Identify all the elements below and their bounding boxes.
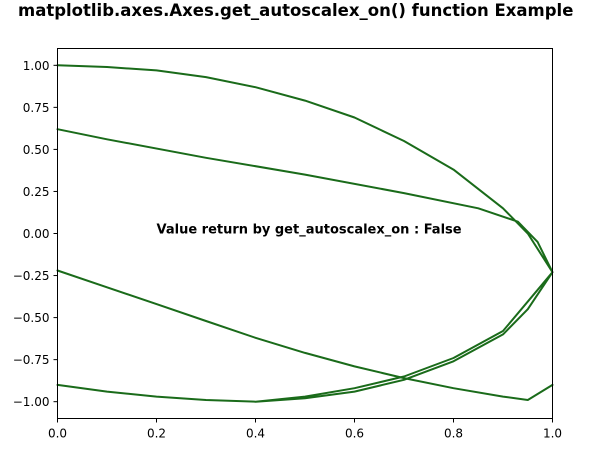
y-tick-label: −0.25 bbox=[13, 269, 50, 283]
y-tick-label: 0.75 bbox=[23, 101, 50, 115]
x-tick-label: 0.6 bbox=[345, 427, 364, 441]
x-axis-ticks: 0.0 0.2 0.4 0.6 0.8 1.0 bbox=[48, 418, 562, 441]
chart-title: matplotlib.axes.Axes.get_autoscalex_on()… bbox=[18, 1, 574, 20]
x-tick-label: 1.0 bbox=[543, 427, 562, 441]
plot-frame bbox=[57, 48, 553, 419]
x-tick-label: 0.2 bbox=[147, 427, 166, 441]
y-tick-label: −0.50 bbox=[13, 311, 50, 325]
x-tick-label: 0.8 bbox=[444, 427, 463, 441]
annotation-layer: Value return by get_autoscalex_on : Fals… bbox=[157, 223, 462, 238]
y-axis-ticks: 1.00 0.75 0.50 0.25 0.00 −0.25 −0.50 −0.75 −1.00 bbox=[13, 59, 58, 409]
y-tick-label: 0.25 bbox=[23, 185, 50, 199]
y-tick-label: −1.00 bbox=[13, 395, 50, 409]
y-tick-label: 0.00 bbox=[23, 227, 50, 241]
y-tick-label: 0.50 bbox=[23, 143, 50, 157]
series-line-1 bbox=[56, 64, 554, 403]
series-layer bbox=[56, 64, 554, 403]
x-tick-label: 0.4 bbox=[246, 427, 265, 441]
y-tick-label: 1.00 bbox=[23, 59, 50, 73]
annotation-text: Value return by get_autoscalex_on : Fals… bbox=[157, 223, 462, 238]
y-tick-label: −0.75 bbox=[13, 353, 50, 367]
series-line-2 bbox=[56, 269, 554, 401]
plot-area bbox=[57, 48, 553, 419]
x-tick-label: 0.0 bbox=[48, 427, 67, 441]
